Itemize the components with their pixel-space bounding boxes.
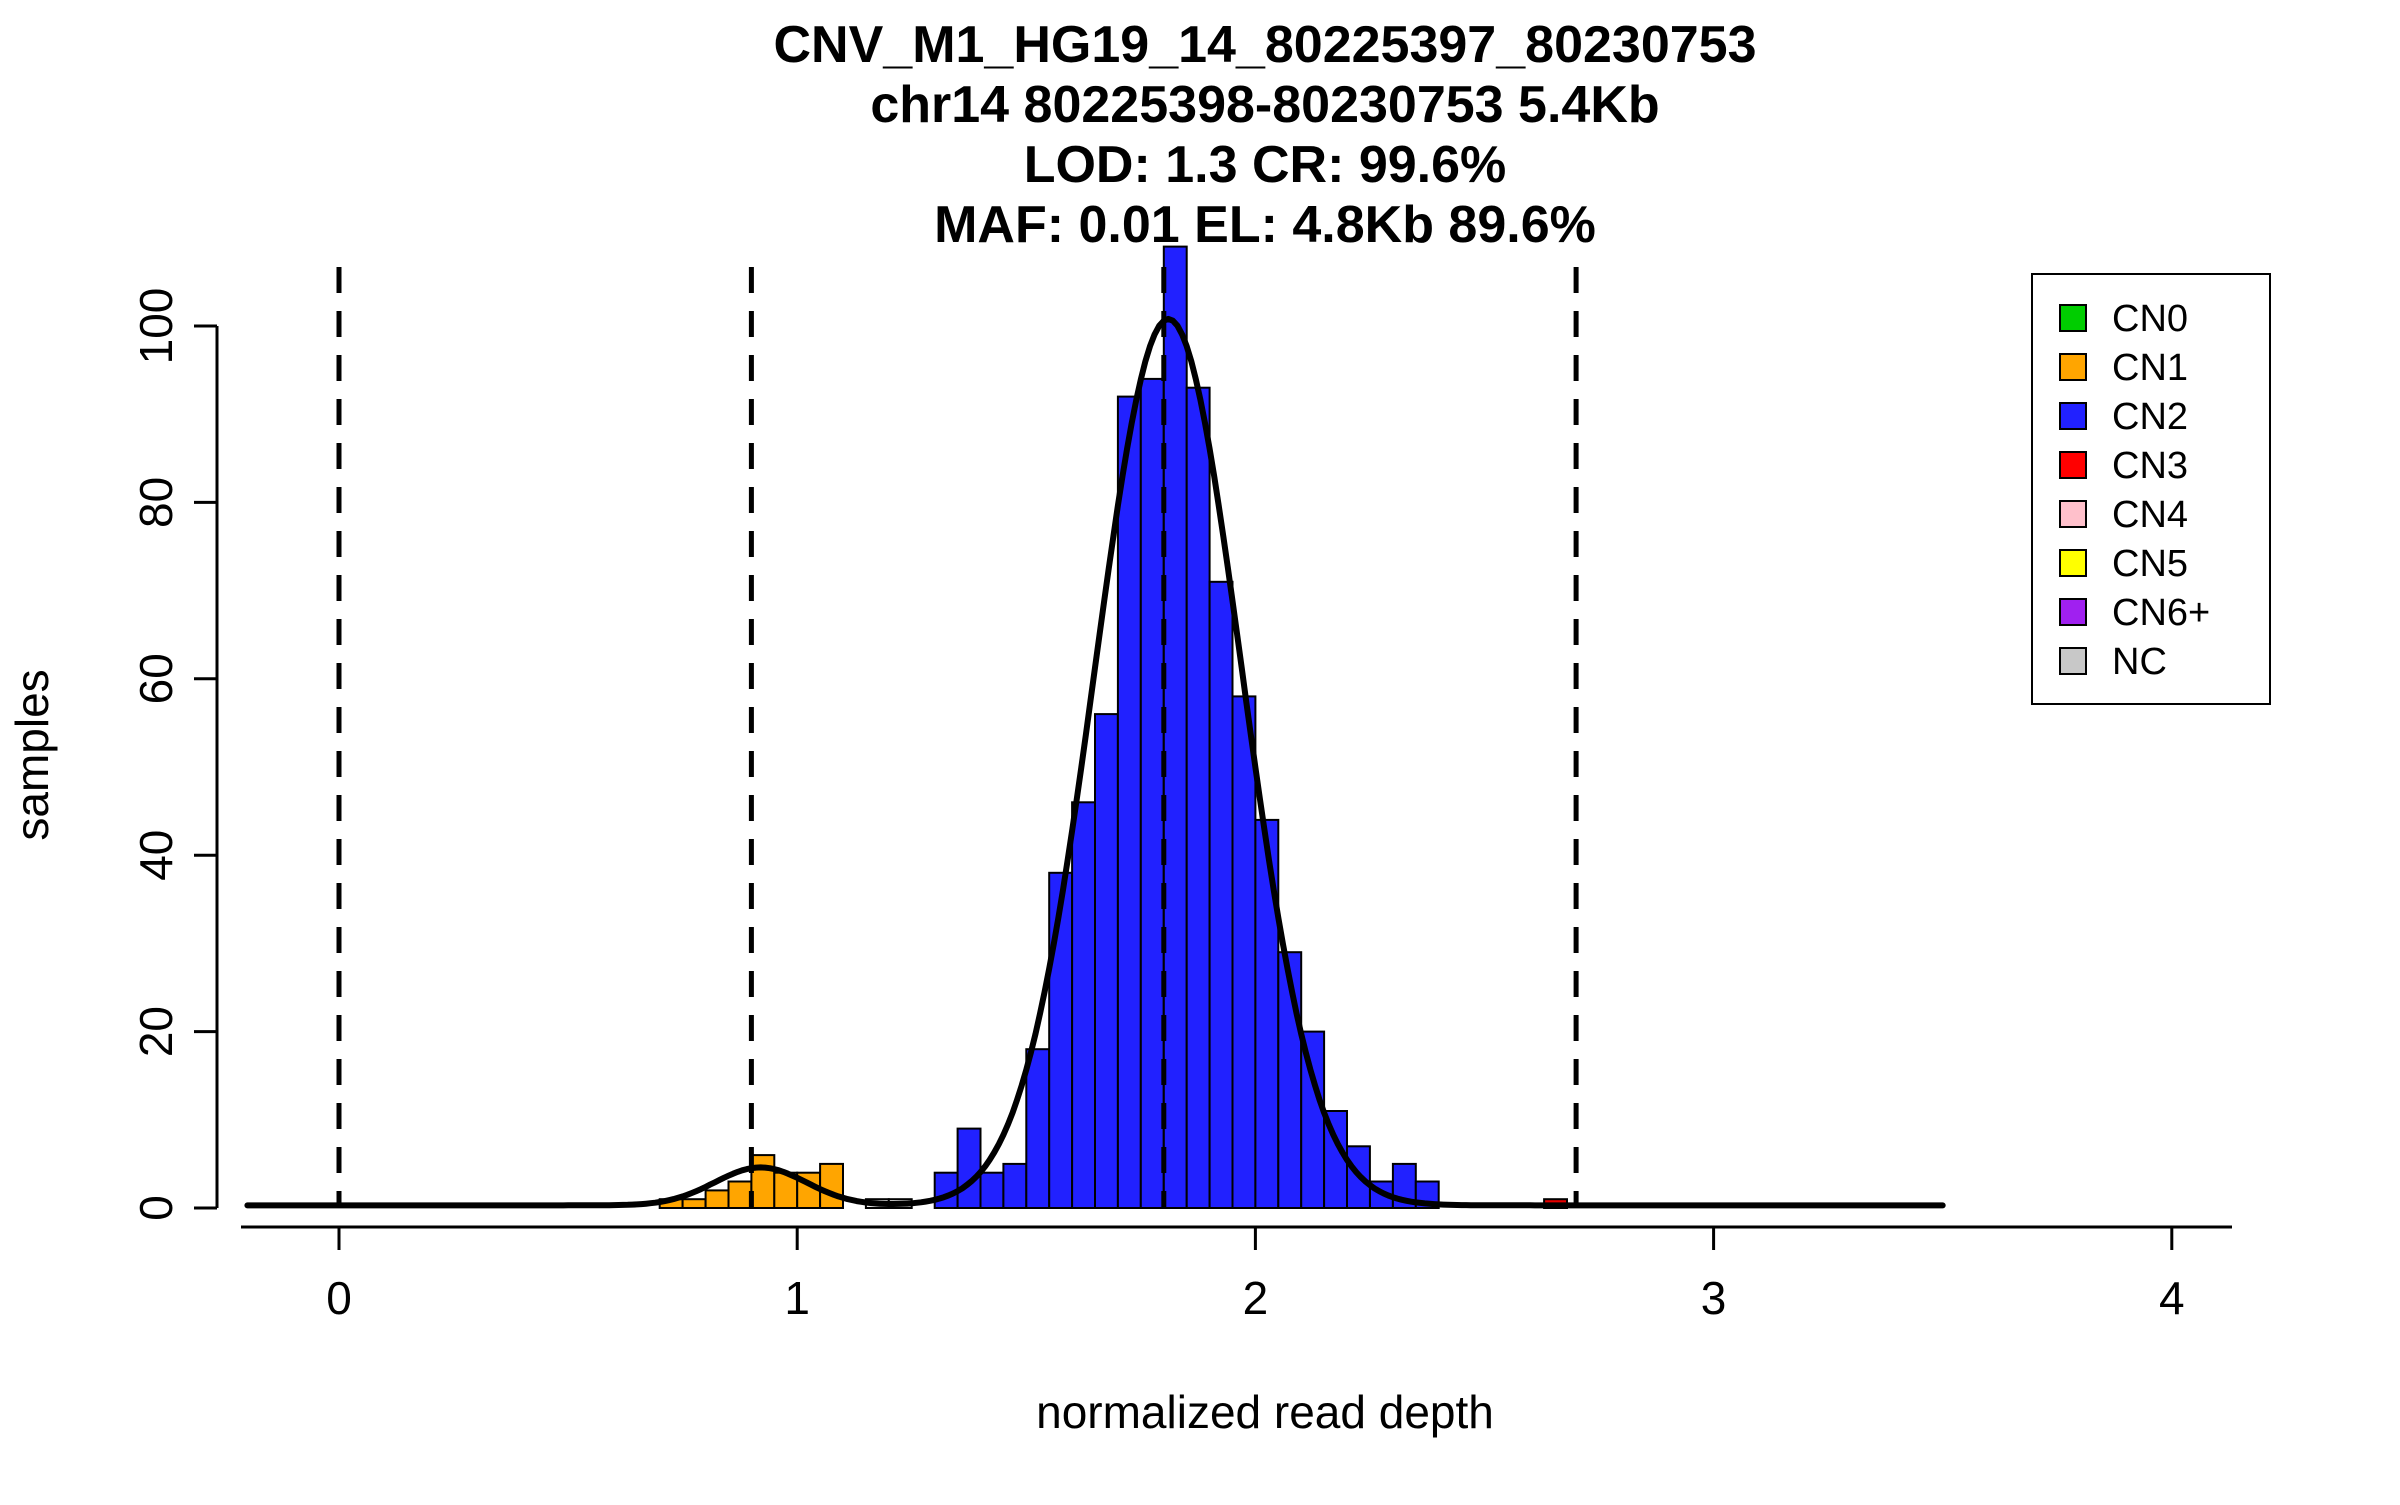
x-tick-label: 0 — [326, 1272, 352, 1324]
y-axis: 0 20 40 60 80 100 — [130, 288, 219, 1221]
histogram-bars-layer — [658, 245, 1568, 1210]
legend-swatch-cn3 — [2059, 451, 2087, 479]
legend-label-cn4: CN4 — [2112, 494, 2188, 536]
hist-bar-cn2 — [1025, 1048, 1051, 1209]
legend-box — [2031, 273, 2271, 705]
x-tick-label: 3 — [1701, 1272, 1727, 1324]
y-tick-label: 0 — [130, 1195, 182, 1221]
x-axis-title: normalized read depth — [1036, 1386, 1494, 1438]
x-tick-label: 1 — [784, 1272, 810, 1324]
legend-label-cn5: CN5 — [2112, 543, 2188, 585]
hist-bar-cn2 — [956, 1127, 982, 1209]
legend-label-cn2: CN2 — [2112, 396, 2188, 438]
y-tick-label: 40 — [130, 830, 182, 881]
legend-swatch-cn4 — [2059, 500, 2087, 528]
hist-bar-cn2 — [1208, 580, 1234, 1209]
y-tick-label: 100 — [130, 288, 182, 365]
chart-title-line2: chr14 80225398-80230753 5.4Kb — [870, 76, 1659, 134]
legend: CN0 CN1 CN2 CN3 CN4 CN5 CN6+ NC — [2031, 273, 2271, 705]
hist-bar-cn2 — [1071, 801, 1096, 1209]
hist-bar-cn2 — [1139, 377, 1165, 1209]
x-tick-label: 2 — [1243, 1272, 1269, 1324]
density-curve-layer — [244, 315, 1946, 1209]
legend-swatch-cn1 — [2059, 353, 2087, 381]
chart-title-line1: CNV_M1_HG19_14_80225397_80230753 — [773, 16, 1756, 74]
hist-bar-cn2 — [1094, 713, 1119, 1209]
x-axis: 0 1 2 3 4 — [241, 1225, 2232, 1324]
hist-bar-cn2 — [1185, 386, 1211, 1209]
y-tick-label: 80 — [130, 477, 182, 528]
y-tick-label: 60 — [130, 653, 182, 704]
copy-number-threshold-lines — [336, 267, 1579, 1208]
legend-label-cn3: CN3 — [2112, 445, 2188, 487]
hist-bar-cn1 — [750, 1154, 776, 1209]
legend-label-cn0: CN0 — [2112, 298, 2188, 340]
hist-bar-cn1 — [704, 1189, 730, 1210]
hist-bar-cn1 — [681, 1198, 707, 1209]
legend-swatch-cn6plus — [2059, 598, 2087, 626]
density-curve — [244, 315, 1946, 1209]
legend-swatch-cn5 — [2059, 549, 2087, 577]
hist-bar-cn1 — [727, 1180, 753, 1209]
legend-label-cn6plus: CN6+ — [2112, 592, 2210, 634]
legend-label-nc: NC — [2112, 641, 2167, 683]
hist-bar-cn1 — [819, 1162, 844, 1210]
chart-title-line4: MAF: 0.01 EL: 4.8Kb 89.6% — [934, 196, 1596, 254]
hist-bar-cn2 — [1002, 1162, 1028, 1210]
chart-title-line3: LOD: 1.3 CR: 99.6% — [1024, 136, 1507, 194]
legend-swatch-nc — [2059, 647, 2087, 675]
hist-bar-cn2 — [1231, 695, 1257, 1210]
legend-swatch-cn0 — [2059, 304, 2087, 332]
hist-bar-cn2 — [1116, 395, 1142, 1210]
x-tick-label: 4 — [2159, 1272, 2185, 1324]
hist-bar-cn2 — [979, 1171, 1005, 1209]
hist-bar-cn2 — [1048, 871, 1074, 1209]
legend-label-cn1: CN1 — [2112, 347, 2188, 389]
legend-swatch-cn2 — [2059, 402, 2087, 430]
hist-bar-cn2 — [1162, 245, 1188, 1210]
y-axis-title: samples — [6, 669, 58, 840]
y-tick-label: 20 — [130, 1006, 182, 1057]
